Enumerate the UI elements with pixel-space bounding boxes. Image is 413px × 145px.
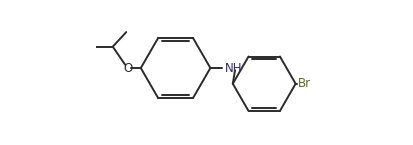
- Text: NH: NH: [224, 61, 242, 75]
- Text: O: O: [123, 61, 133, 75]
- Text: Br: Br: [297, 77, 310, 90]
